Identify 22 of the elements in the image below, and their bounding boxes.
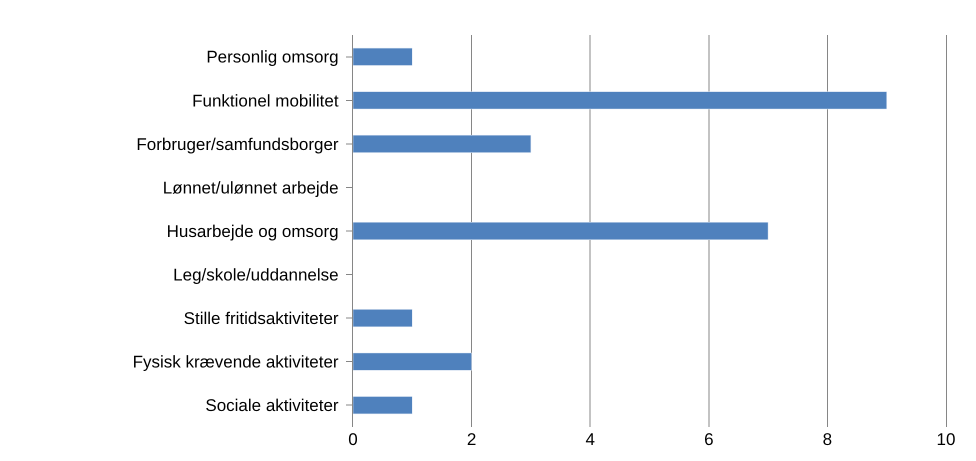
y-tick-label: Stille fritidsaktiviteter [184,309,339,328]
bar [353,309,413,328]
bar [353,48,413,66]
bar [353,91,887,110]
bar [353,222,768,240]
y-tick-label: Forbruger/samfundsborger [136,134,339,154]
y-tick-label: Funktionel mobilitet [192,91,339,110]
bar [353,352,472,371]
y-tick-label: Lønnet/ulønnet arbejde [162,178,339,198]
x-tick-label: 6 [704,430,714,449]
y-tick-label: Sociale aktiviteter [205,396,339,416]
y-tick-label: Personlig omsorg [206,48,339,67]
x-tick-label: 0 [348,430,358,449]
y-tick-label: Fysisk krævende aktiviteter [132,352,339,372]
bar [353,134,532,153]
x-tick-label: 4 [585,430,595,449]
bar [353,396,413,414]
x-tick-label: 10 [936,430,956,449]
y-tick-label: Husarbejde og omsorg [166,222,339,241]
x-tick-label: 8 [822,430,832,449]
x-tick-label: 2 [466,430,476,449]
y-tick-label: Leg/skole/uddannelse [173,266,339,285]
